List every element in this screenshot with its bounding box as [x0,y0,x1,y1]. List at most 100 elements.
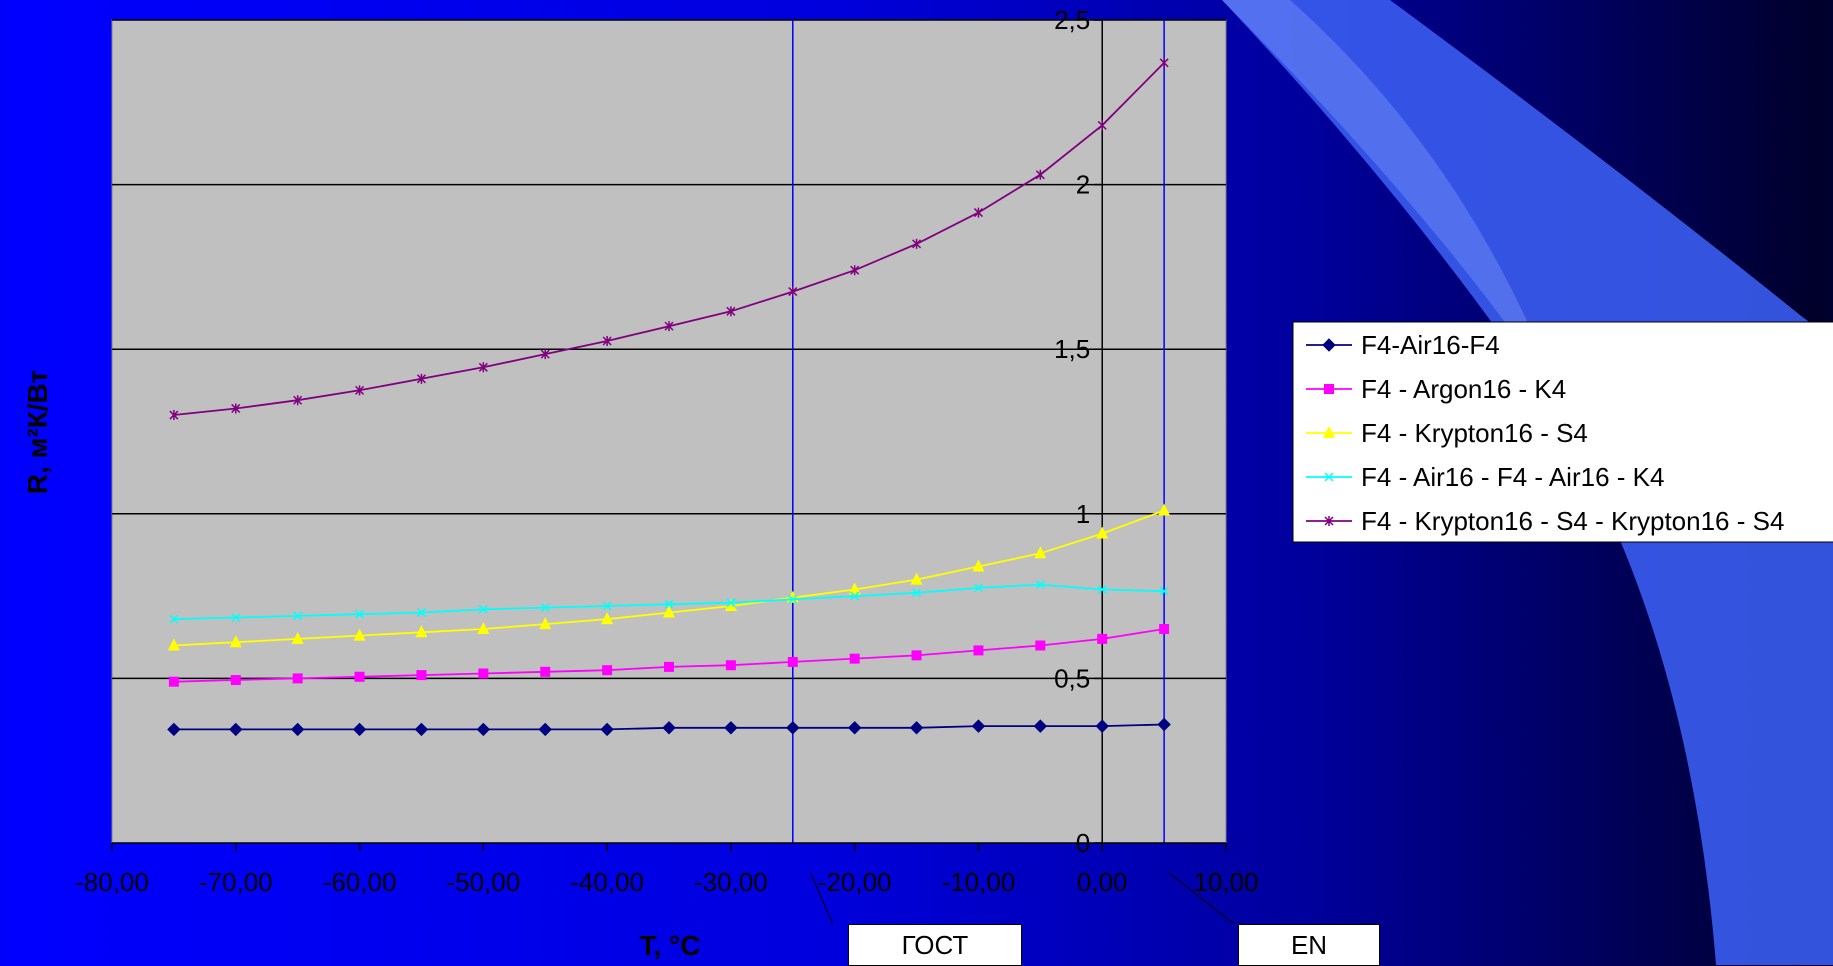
legend-box [1292,321,1833,543]
data-point [1324,516,1334,526]
data-point [602,335,612,346]
data-point [1034,546,1047,559]
data-point [602,665,613,676]
data-point [725,660,736,671]
callout-leader [810,872,834,925]
data-point [229,635,242,648]
data-point [972,559,985,572]
data-point [1097,584,1107,595]
data-point [973,583,983,593]
data-point [973,207,983,218]
data-point [169,410,179,421]
tick-labels: -80,00 -70,00 -60,00 -50,00 -40,00 -30,00 -20,… [75,5,1258,897]
data-point [478,668,489,679]
data-point [1097,120,1107,131]
y-tick-label: 1 [1076,499,1090,529]
data-point [911,650,922,661]
data-point [601,612,614,625]
legend-label: F4 - Air16 - F4 - Air16 - K4 [1361,462,1664,492]
data-point [354,671,365,682]
series [167,57,1171,737]
data-point [909,721,924,735]
data-point [600,722,614,737]
data-point [724,721,738,735]
data-point [662,721,676,735]
x-tick-label: -20,00 [818,867,892,897]
data-point [850,591,860,601]
legend-label: F4-Air16-F4 [1361,330,1500,360]
data-point [788,594,798,604]
data-point [1159,624,1170,635]
reference-lines [792,20,1235,925]
data-point [788,286,798,297]
data-point [1322,338,1336,352]
x-axis-title: T, °C [640,930,701,961]
data-point [787,656,798,667]
data-point [1159,57,1169,68]
data-point [1035,580,1045,590]
data-point [416,608,426,618]
data-point [663,605,675,618]
data-point [353,628,366,641]
data-point [1324,384,1334,394]
data-point [540,349,550,360]
data-point [1095,719,1109,733]
x-tick-label: -10,00 [942,867,1016,897]
data-point [167,638,180,651]
data-point [849,653,860,664]
data-point [414,722,429,737]
data-point [229,722,243,737]
data-point [1158,503,1171,516]
legend-label: F4 - Krypton16 - S4 - Krypton16 - S4 [1361,506,1784,536]
x-tick-label: -30,00 [694,867,768,897]
data-point [973,645,984,656]
data-point [478,362,488,373]
axes [111,19,1227,851]
data-point [231,612,241,623]
data-point [168,676,179,687]
data-point [1033,719,1048,733]
x-tick-label: 10,00 [1193,867,1258,897]
x-tick-label: 0,00 [1077,867,1128,897]
data-point [848,582,861,595]
callout-en-label: EN [1290,930,1328,960]
data-point [971,719,986,733]
y-axis-title: R, м²К/Вт [22,370,53,494]
data-point [602,601,612,611]
data-point [231,403,241,414]
data-point [476,722,491,737]
data-point [664,321,674,332]
data-point [664,661,674,672]
data-point [540,666,551,677]
data-point [415,625,428,638]
x-tick-label: -40,00 [570,867,644,897]
data-point [726,306,736,317]
x-tick-label: -80,00 [75,867,149,897]
legend-label: F4 - Argon16 - K4 [1361,374,1566,404]
data-point [724,598,737,611]
callout-en: EN [1238,924,1380,966]
data-point [169,614,179,624]
data-point [290,722,305,737]
data-point [355,609,365,619]
plot-area [111,19,1227,844]
data-point [230,675,241,686]
data-point [167,722,181,737]
x-tick-label: -60,00 [323,867,397,897]
data-point [416,373,426,384]
y-tick-label: 2,5 [1054,5,1090,35]
legend: F4-Air16-F4 F4 - Argon16 - K4 F4 - Krypton… [1292,321,1833,543]
legend-label: F4 - Krypton16 - S4 [1361,418,1588,448]
data-point [355,385,365,396]
x-tick-label: -70,00 [199,867,273,897]
y-tick-label: 1,5 [1054,334,1090,364]
data-point [847,721,862,735]
data-point [786,721,800,735]
data-point [416,670,427,681]
data-point [293,611,303,621]
data-point [726,598,736,608]
data-point [293,395,303,406]
data-point [664,599,674,609]
